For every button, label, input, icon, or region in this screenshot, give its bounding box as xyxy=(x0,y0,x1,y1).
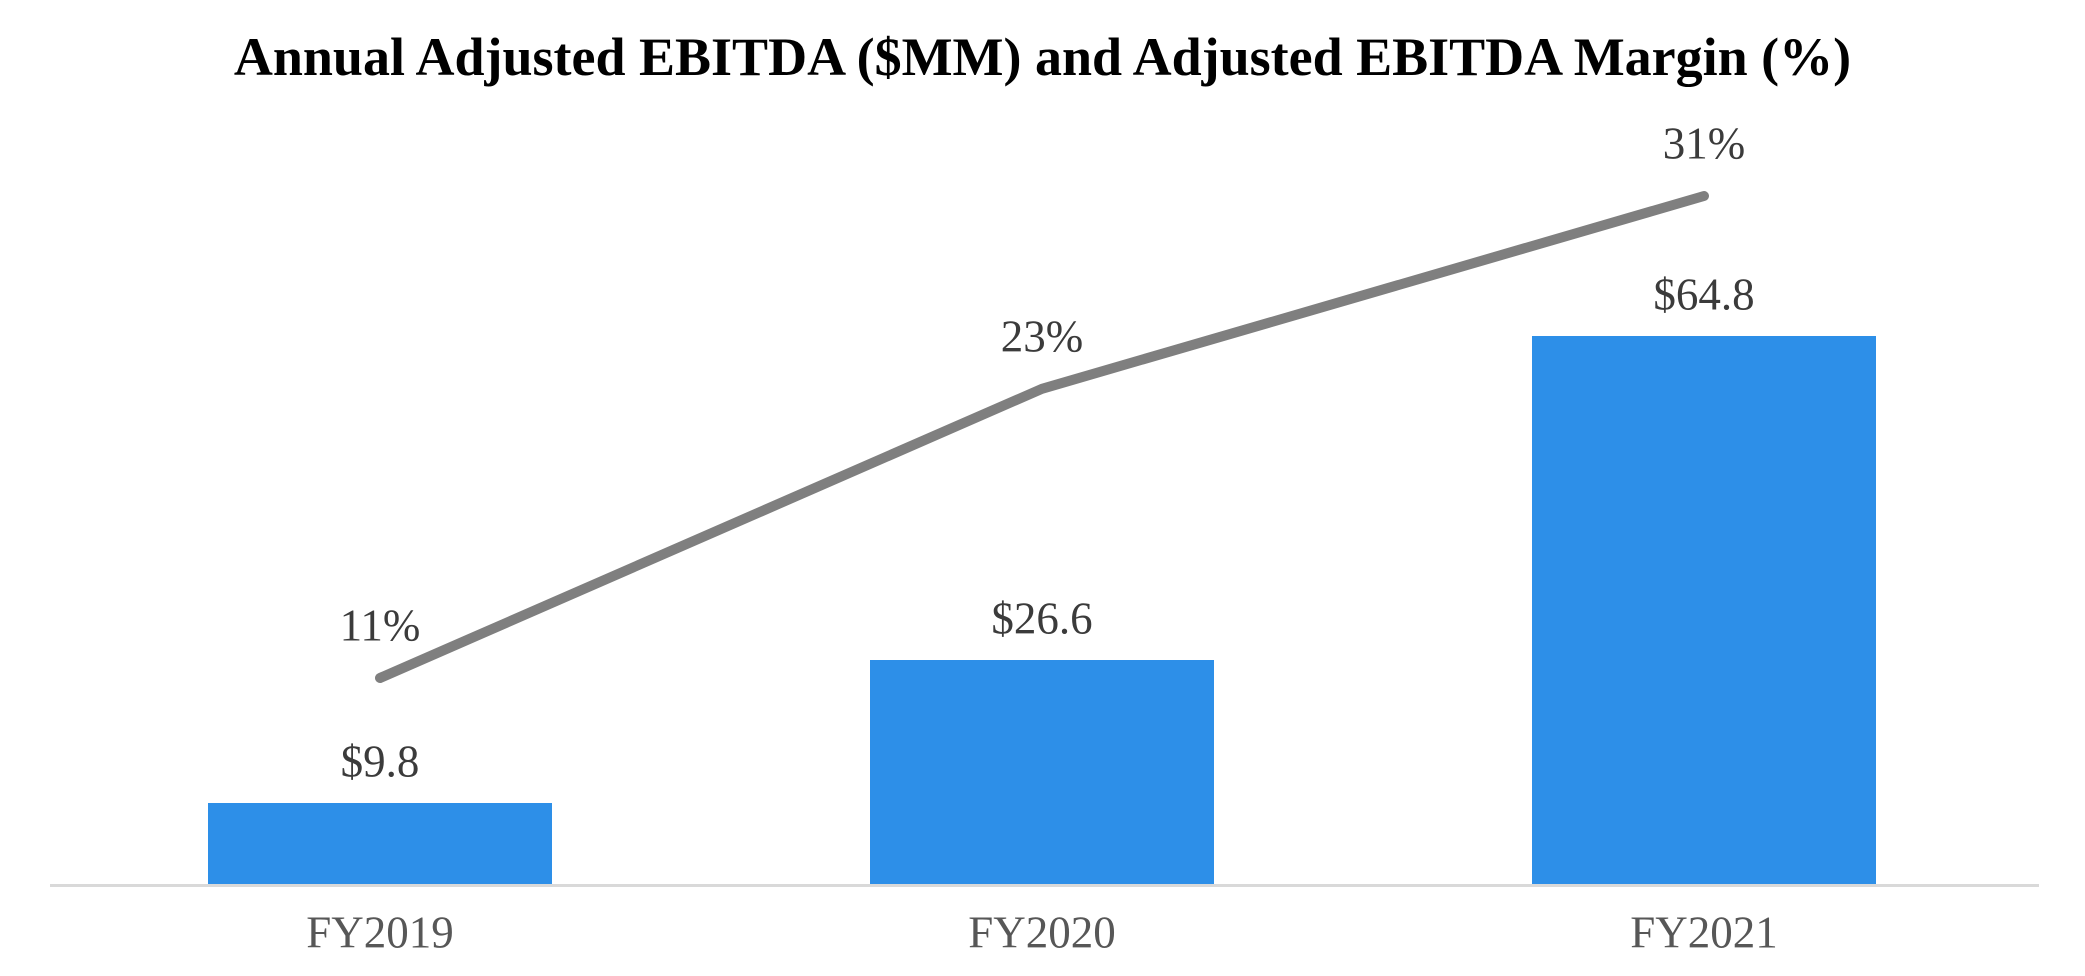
ebitda-bar xyxy=(1532,336,1876,886)
category-axis-label: FY2019 xyxy=(306,907,454,958)
category-axis-label: FY2021 xyxy=(1630,907,1778,958)
category-axis-label: FY2020 xyxy=(968,907,1116,958)
ebitda-value-label: $26.6 xyxy=(991,593,1093,644)
ebitda-value-label: $64.8 xyxy=(1653,269,1755,320)
margin-value-label: 31% xyxy=(1662,118,1746,169)
ebitda-bar xyxy=(870,660,1214,886)
margin-value-label: 23% xyxy=(1000,311,1084,362)
ebitda-value-label: $9.8 xyxy=(340,736,420,787)
x-axis-baseline xyxy=(50,884,2039,887)
chart-title: Annual Adjusted EBITDA ($MM) and Adjuste… xyxy=(233,27,1852,87)
margin-trend-line xyxy=(375,191,1709,683)
margin-value-label: 11% xyxy=(339,600,421,651)
ebitda-bar xyxy=(208,803,552,886)
